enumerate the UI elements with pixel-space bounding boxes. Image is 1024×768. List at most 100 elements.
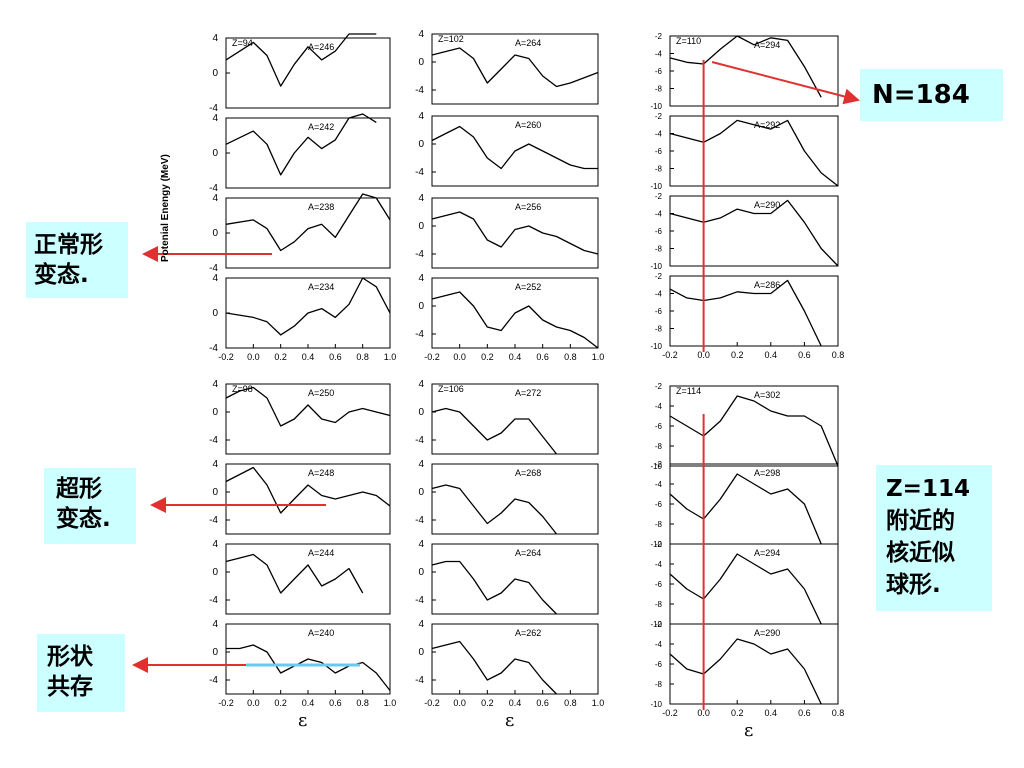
y-tick-label: -10 xyxy=(650,620,662,629)
y-tick-label: 4 xyxy=(418,273,424,284)
x-tick-label: 0.2 xyxy=(731,350,744,360)
x-tick-label: 0.2 xyxy=(731,708,744,718)
panel-a264: 4 0 -4 A=264 Z=102 xyxy=(415,29,599,105)
panel-frame xyxy=(431,33,599,105)
chart-column-z94: 4 0 -4 A=246 Z=94 4 0 -4 A=242 4 0 -4 A=238 4 0 -4 A=234… xyxy=(209,33,396,362)
energy-curve xyxy=(226,644,391,691)
y-tick-label: 4 xyxy=(418,539,424,550)
energy-curve xyxy=(669,473,822,545)
y-tick-label: 4 xyxy=(212,33,218,44)
y-tick-label: -8 xyxy=(655,520,663,529)
y-tick-label: -10 xyxy=(650,102,662,111)
x-tick-label: 0.4 xyxy=(765,708,778,718)
energy-curve xyxy=(225,33,377,87)
energy-curve xyxy=(669,35,822,98)
y-tick-label: 0 xyxy=(212,567,218,578)
y-tick-label: 4 xyxy=(418,29,424,40)
energy-curve xyxy=(225,386,391,427)
y-tick-label: -6 xyxy=(655,307,663,316)
energy-curve xyxy=(669,395,839,467)
panel-mass-label: A=260 xyxy=(515,120,541,130)
panel-frame xyxy=(431,463,599,535)
y-tick-label: 4 xyxy=(418,379,424,390)
panel-mass-label: A=248 xyxy=(308,468,334,478)
callout-z114-line3: 核近似 xyxy=(886,540,955,566)
panel-a264: 4 0 -4 A=264 xyxy=(415,539,599,615)
y-tick-label: -4 xyxy=(655,402,663,411)
panel-z-label: Z=94 xyxy=(232,38,253,48)
panel-z-label: Z=106 xyxy=(438,384,464,394)
y-tick-label: -2 xyxy=(655,32,663,41)
callout-normal-line1: 正常形 xyxy=(34,232,103,258)
x-tick-label: 0.2 xyxy=(481,698,494,708)
x-tick-label: -0.2 xyxy=(424,352,440,362)
y-tick-label: -6 xyxy=(655,580,663,589)
y-tick-label: -2 xyxy=(655,382,663,391)
energy-curve xyxy=(431,291,599,349)
y-tick-label: 4 xyxy=(418,193,424,204)
panel-a268: 4 0 -4 A=268 xyxy=(415,459,599,535)
arrow-to-n184 xyxy=(711,61,860,105)
energy-curve xyxy=(669,553,822,625)
energy-curve xyxy=(669,119,839,187)
panel-mass-label: A=268 xyxy=(515,468,541,478)
panel-mass-label: A=292 xyxy=(754,120,780,130)
panel-a290: -2 -4 -6 -8 -10 A=290 -0.2 0.0 0.2 0.4 0.6 0.8 ε xyxy=(650,620,844,741)
panel-a298: -2 -4 -6 -8 -10 A=298 xyxy=(650,460,839,549)
y-tick-label: 4 xyxy=(212,539,218,550)
callout-normal-line2: 变态. xyxy=(34,262,89,288)
panel-a260: 4 0 -4 A=260 xyxy=(415,111,599,187)
y-tick-label: -4 xyxy=(415,329,424,340)
energy-curve xyxy=(431,560,557,615)
x-tick-label: 1.0 xyxy=(592,352,605,362)
panel-mass-label: A=238 xyxy=(308,202,334,212)
callout-n184: N=184 xyxy=(860,69,1003,121)
panel-a290: -2 -4 -6 -8 -10 A=290 xyxy=(650,192,839,271)
energy-curve xyxy=(431,47,599,88)
panel-a292: -2 -4 -6 -8 -10 A=292 xyxy=(650,112,839,191)
panel-a250: 4 0 -4 A=250 Z=98 xyxy=(209,379,391,455)
panel-mass-label: A=256 xyxy=(515,202,541,212)
x-tick-label: 0.8 xyxy=(832,708,845,718)
y-tick-label: 0 xyxy=(418,567,424,578)
x-tick-label: 0.4 xyxy=(302,698,315,708)
y-tick-label: -4 xyxy=(415,167,424,178)
x-tick-label: -0.2 xyxy=(424,698,440,708)
x-tick-label: 0.2 xyxy=(274,698,287,708)
y-tick-label: -8 xyxy=(655,325,663,334)
callout-coexist-line2: 共存 xyxy=(47,674,93,700)
energy-curve xyxy=(225,466,391,514)
panel-frame xyxy=(431,383,599,455)
y-tick-label: 4 xyxy=(212,619,218,630)
callout-z114-line2: 附近的 xyxy=(886,508,955,534)
y-tick-label: -2 xyxy=(655,540,663,549)
x-tick-label: 0.4 xyxy=(509,698,522,708)
y-tick-label: -8 xyxy=(655,600,663,609)
x-tick-label: 0.0 xyxy=(247,698,260,708)
y-tick-label: -8 xyxy=(655,680,663,689)
y-tick-label: -8 xyxy=(655,245,663,254)
y-tick-label: -6 xyxy=(655,660,663,669)
energy-curve xyxy=(431,211,599,255)
y-tick-label: -4 xyxy=(655,560,663,569)
panel-frame xyxy=(431,197,599,269)
y-tick-label: -10 xyxy=(650,262,662,271)
y-tick-label: -2 xyxy=(655,112,663,121)
x-tick-label: 0.4 xyxy=(509,352,522,362)
callout-n184-text: N=184 xyxy=(872,80,970,110)
y-tick-label: -4 xyxy=(209,263,218,274)
panel-a294: -2 -4 -6 -8 -10 A=294 Z=110 xyxy=(650,32,839,111)
panel-mass-label: A=244 xyxy=(308,548,334,558)
panel-mass-label: A=290 xyxy=(754,200,780,210)
x-tick-label: 0.8 xyxy=(564,698,577,708)
panel-a240: 4 0 -4 A=240 -0.2 0.0 0.2 0.4 0.6 0.8 1.0 ε xyxy=(209,619,396,731)
y-tick-label: -4 xyxy=(209,515,218,526)
panel-mass-label: A=298 xyxy=(754,468,780,478)
chart-column-z98: 4 0 -4 A=250 Z=98 4 0 -4 A=248 4 0 -4 A=244 4 0 -4 A=240… xyxy=(209,379,396,731)
x-tick-label: 1.0 xyxy=(592,698,605,708)
y-tick-label: 4 xyxy=(212,273,218,284)
y-tick-label: -4 xyxy=(655,50,663,59)
x-tick-label: 0.0 xyxy=(247,352,260,362)
panel-a252: 4 0 -4 A=252 -0.2 0.0 0.2 0.4 0.6 0.8 1.0 xyxy=(415,273,604,362)
